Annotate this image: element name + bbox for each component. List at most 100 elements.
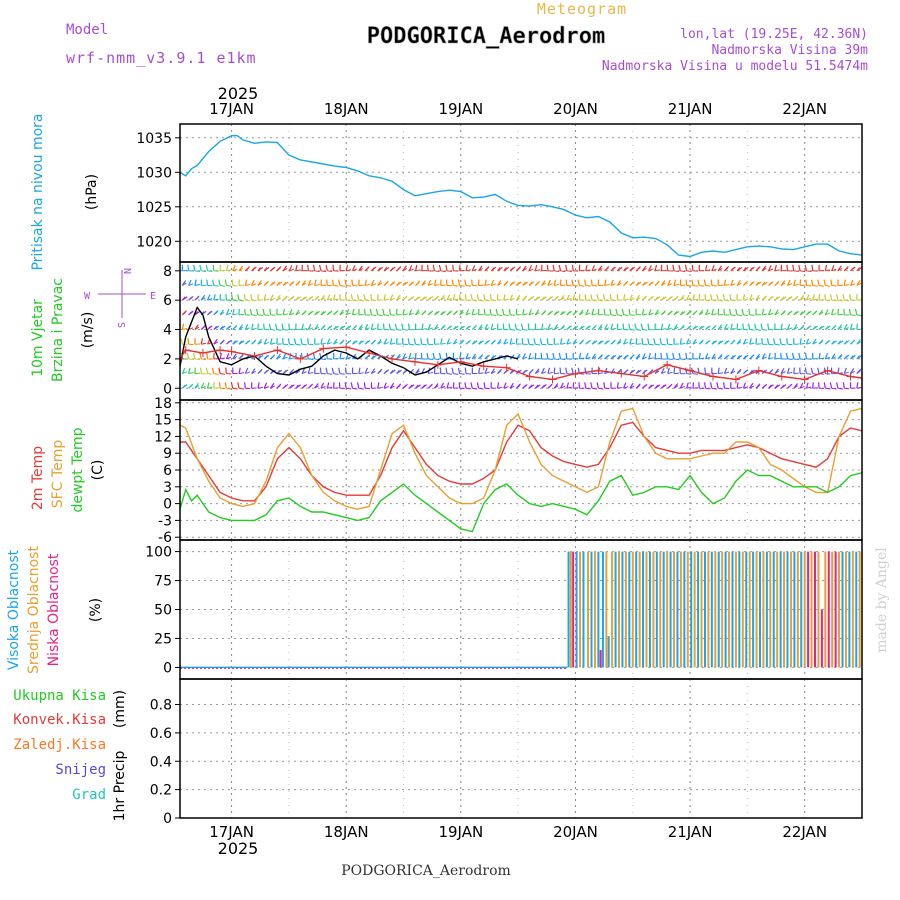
- wind-barb: [351, 308, 355, 315]
- wind-barb-flag: [812, 325, 816, 330]
- wind-barb-flag: [346, 284, 352, 287]
- wind-barb-flag: [434, 326, 439, 330]
- wind-barb-flag: [226, 284, 232, 287]
- elevation-text: Nadmorska Visina 39m: [711, 43, 868, 58]
- wind-barb: [464, 279, 467, 286]
- wind-barb-flag: [572, 311, 577, 316]
- wind-barb-flag: [585, 340, 590, 345]
- wind-barb-flag: [295, 282, 300, 286]
- wind-barb: [350, 294, 354, 301]
- wind-barb: [602, 294, 606, 301]
- wind-barb-flag: [856, 370, 861, 374]
- wind-barb-flag: [528, 343, 535, 346]
- wind-barb-flag: [415, 384, 419, 389]
- wind-barb-flag: [686, 373, 692, 375]
- wind-barb: [793, 279, 796, 286]
- wind-barb-flag: [598, 326, 603, 330]
- wind-barb-flag: [654, 370, 660, 374]
- wind-barb-flag: [434, 296, 439, 301]
- wind-barb-flag: [364, 340, 369, 345]
- wind-barb-flag: [635, 297, 641, 301]
- wind-barb-flag: [762, 356, 767, 360]
- wind-barb-flag: [339, 284, 345, 287]
- wind-barb-flag: [850, 267, 854, 272]
- wind-barb: [686, 382, 689, 389]
- wind-barb: [647, 338, 650, 345]
- wind-barb-flag: [541, 296, 545, 301]
- wind-barb: [420, 338, 423, 345]
- wind-barb: [484, 279, 487, 286]
- wind-barb-flag: [497, 386, 503, 389]
- wind-barb-flag: [743, 282, 748, 286]
- wind-barb-flag: [610, 314, 616, 316]
- wind-barb-flag: [516, 297, 521, 301]
- wind-barb: [307, 367, 311, 374]
- wind-barb-flag: [396, 369, 400, 374]
- wind-barb-flag: [718, 387, 724, 390]
- wind-barb-flag: [806, 326, 810, 330]
- wind-barb-flag: [226, 325, 230, 330]
- wind-barb: [774, 352, 777, 359]
- wind-barb-flag: [831, 313, 837, 316]
- wind-barb: [667, 323, 671, 330]
- wind-barb-flag: [806, 386, 812, 389]
- wind-barb-flag: [522, 313, 528, 316]
- wind-barb-flag: [453, 284, 459, 287]
- wind-barb: [786, 367, 790, 374]
- wind-barb: [805, 294, 810, 301]
- wind-barb-flag: [724, 355, 728, 360]
- wind-barb: [326, 338, 331, 345]
- wind-barb-flag: [478, 372, 484, 375]
- wind-barb-flag: [238, 299, 245, 302]
- wind-barb-flag: [188, 372, 194, 375]
- wind-barb: [584, 294, 587, 301]
- wind-barb-flag: [314, 296, 319, 301]
- wind-barb-flag: [263, 370, 268, 374]
- wind-barb: [528, 352, 532, 360]
- wind-barb: [705, 309, 709, 316]
- wind-barb-flag: [497, 282, 502, 286]
- wind-barb-flag: [264, 298, 270, 301]
- wind-barb-flag: [490, 340, 495, 345]
- wind-barb-flag: [844, 371, 850, 375]
- wind-barb: [749, 294, 753, 301]
- wind-barb: [749, 382, 754, 389]
- wind-barb-flag: [181, 311, 187, 316]
- wind-barb-flag: [604, 340, 608, 345]
- wind-barb-flag: [333, 284, 339, 287]
- wind-barb-flag: [301, 328, 308, 331]
- wind-barb-flag: [371, 370, 376, 375]
- wind-barb-flag: [730, 370, 736, 375]
- wind-barb-flag: [749, 267, 753, 272]
- wind-barb: [243, 294, 246, 301]
- wind-barb-flag: [831, 268, 837, 272]
- wind-barb-flag: [270, 281, 274, 286]
- wind-barb-flag: [440, 342, 446, 345]
- wind-barb-flag: [257, 355, 262, 360]
- wind-barb-flag: [182, 371, 187, 375]
- wind-barb-flag: [440, 385, 446, 389]
- wind-barb-flag: [244, 340, 249, 345]
- wind-barb: [522, 308, 525, 315]
- wind-barb: [199, 264, 202, 271]
- wind-barb-flag: [352, 299, 358, 302]
- wind-barb-flag: [598, 387, 604, 390]
- wind-barb-flag: [604, 284, 610, 286]
- wind-barb: [546, 264, 549, 271]
- wind-barb-flag: [522, 369, 527, 374]
- wind-barb: [818, 352, 821, 359]
- wind-barb-flag: [648, 384, 652, 389]
- wind-barb-flag: [566, 342, 572, 345]
- wind-barb: [377, 382, 380, 389]
- wind-barb: [249, 308, 253, 315]
- wind-barb-flag: [383, 370, 388, 374]
- wind-barb: [244, 323, 249, 330]
- wind-barb-flag: [812, 341, 818, 345]
- wind-barb-flag: [566, 311, 571, 316]
- temp-unit: (C): [90, 460, 106, 481]
- wind-barb-flag: [276, 356, 282, 360]
- wind-barb: [446, 382, 450, 389]
- wind-barb: [749, 338, 752, 345]
- wind-barb-flag: [831, 299, 837, 302]
- wind-barb-flag: [617, 282, 622, 286]
